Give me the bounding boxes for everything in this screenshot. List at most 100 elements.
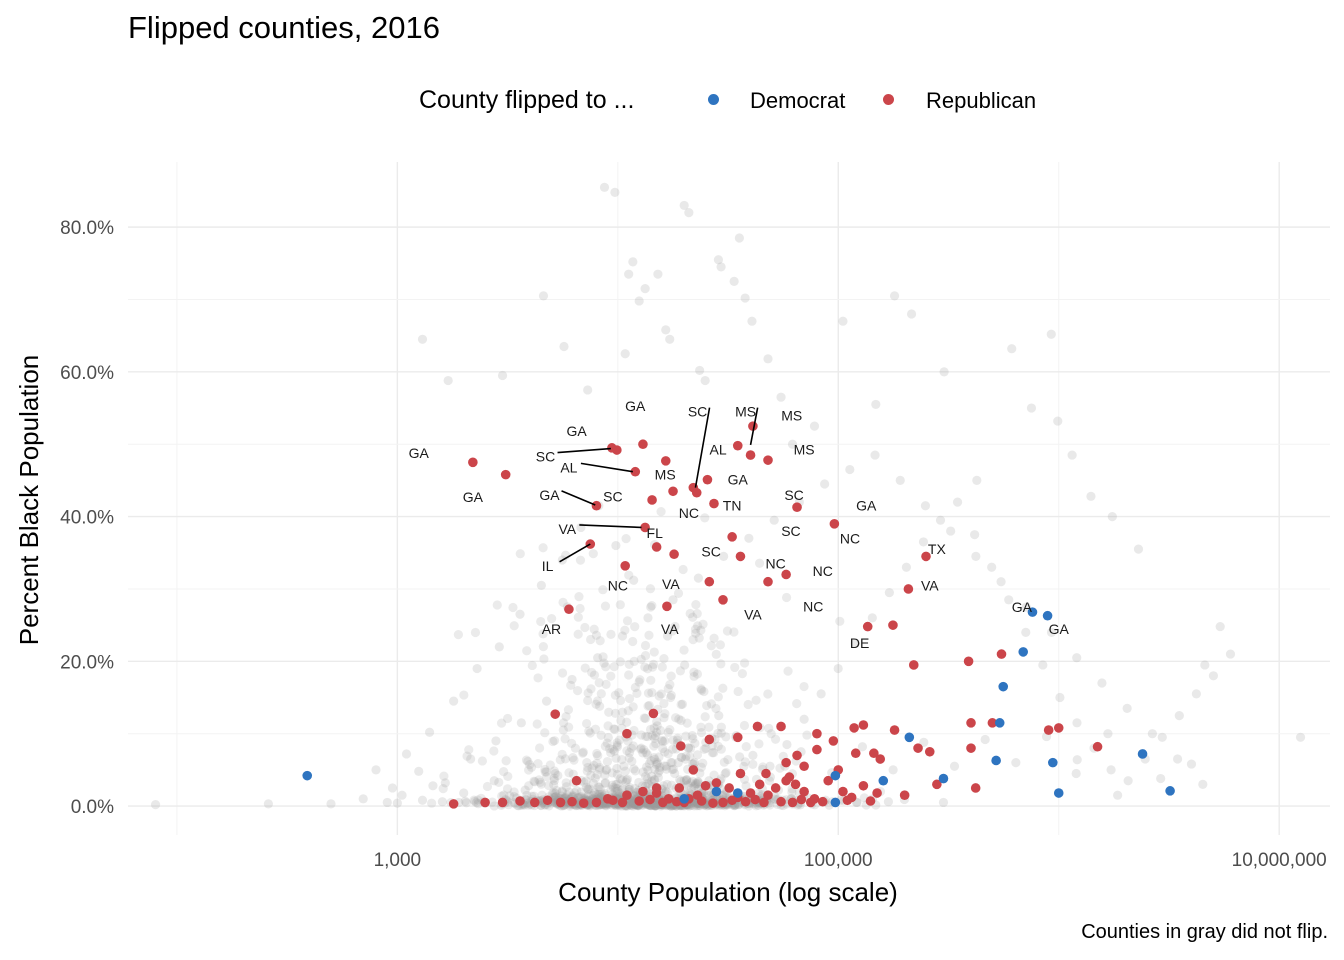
nonflip-point [690,780,700,791]
republican-point [671,796,682,807]
democrat-points [302,607,1175,808]
nonflip-point [629,575,639,585]
state-label: SC [603,488,622,504]
nonflip-point [1113,790,1123,800]
nonflip-point [541,767,551,777]
nonflip-point [687,776,698,786]
nonflip-point [685,743,696,753]
nonflip-point [612,763,622,774]
nonflip-point [625,800,636,810]
nonflip-point [739,720,750,731]
nonflip-point [845,464,855,475]
nonflip-point [525,760,535,770]
republican-point [829,519,840,529]
nonflip-point [857,742,868,752]
nonflip-point [627,796,637,806]
nonflip-point [1200,660,1210,670]
nonflip-point [628,257,638,267]
nonflip-point [602,756,613,767]
republican-point [792,502,802,512]
nonflip-point [615,657,625,667]
nonflip-point [522,790,532,800]
nonflip-point [610,708,621,718]
nonflip-point [612,786,623,796]
legend-label-democrat: Democrat [750,88,846,113]
nonflip-point [678,564,688,575]
nonflip-point [653,768,663,778]
nonflip-point [615,695,626,706]
democrat-point [904,732,915,743]
nonflip-point [737,669,747,679]
republican-point [700,780,711,791]
nonflip-point [629,764,639,774]
republican-point [480,797,490,808]
nonflip-point [561,782,572,792]
nonflip-point [624,269,634,279]
state-label: NC [608,577,628,593]
nonflip-point [462,751,472,761]
nonflip-point [595,762,605,773]
nonflip-point [673,588,684,599]
republican-point [776,796,786,807]
nonflip-point [723,754,733,765]
nonflip-point [665,680,675,690]
nonflip-point [601,662,611,672]
nonflip-point [470,627,481,638]
nonflip-point [939,367,949,377]
nonflip-point [689,782,699,792]
republican-point [759,797,769,808]
caption: Counties in gray did not flip. [1081,921,1328,943]
nonflip-point [440,778,450,788]
nonflip-point [586,770,596,780]
nonflip-point [901,562,912,572]
nonflip-point [1097,678,1107,688]
nonflip-point [649,774,660,785]
nonflip-point [686,778,696,788]
nonflip-point [263,799,273,809]
nonflip-point [659,654,669,664]
nonflip-point [549,780,559,790]
axis-tick-labels: 1,000 100,000 10,000,000 0.0% 20.0% 40.0% 60.0… [60,218,1327,871]
nonflip-point [740,757,750,767]
nonflip-point [679,200,689,211]
nonflip-point [1086,491,1096,501]
nonflip-point [610,187,620,197]
nonflip-point [713,728,723,738]
state-label: MS [794,441,815,457]
nonflip-point [607,768,617,778]
state-label: GA [1012,599,1033,615]
nonflip-point [602,738,612,748]
annotation-line [580,462,633,473]
nonflip-point [787,439,798,449]
nonflip-point [630,682,640,693]
y-tick-label: 40.0% [60,508,114,529]
republican-point [903,584,914,594]
nonflip-point [524,781,534,791]
nonflip-point [414,766,424,776]
nonflip-point [700,513,710,523]
nonflip-point [534,743,545,753]
nonflip-point [641,771,651,782]
nonflip-point [671,713,681,723]
nonflip-point [550,788,560,798]
nonflip-point [649,647,659,657]
nonflip-point [735,752,745,762]
nonflip-point [654,691,664,701]
nonflip-point [601,679,611,690]
nonflip-point [583,785,593,795]
republican-point [987,718,998,728]
democrat-point [732,788,743,798]
republican-point [862,621,873,632]
nonflip-point [1123,776,1133,786]
republican-point [718,595,728,605]
nonflip-point [970,530,980,540]
nonflip-point [659,761,669,771]
nonflip-point [610,724,620,734]
legend: County flipped to ... Democrat Republica… [0,84,1344,120]
nonflip-point [683,743,694,753]
nonflip-point [667,764,677,775]
nonflip-point [569,755,579,765]
nonflip-point [417,334,428,344]
nonflip-point [624,570,634,580]
annotation-line [557,447,611,454]
